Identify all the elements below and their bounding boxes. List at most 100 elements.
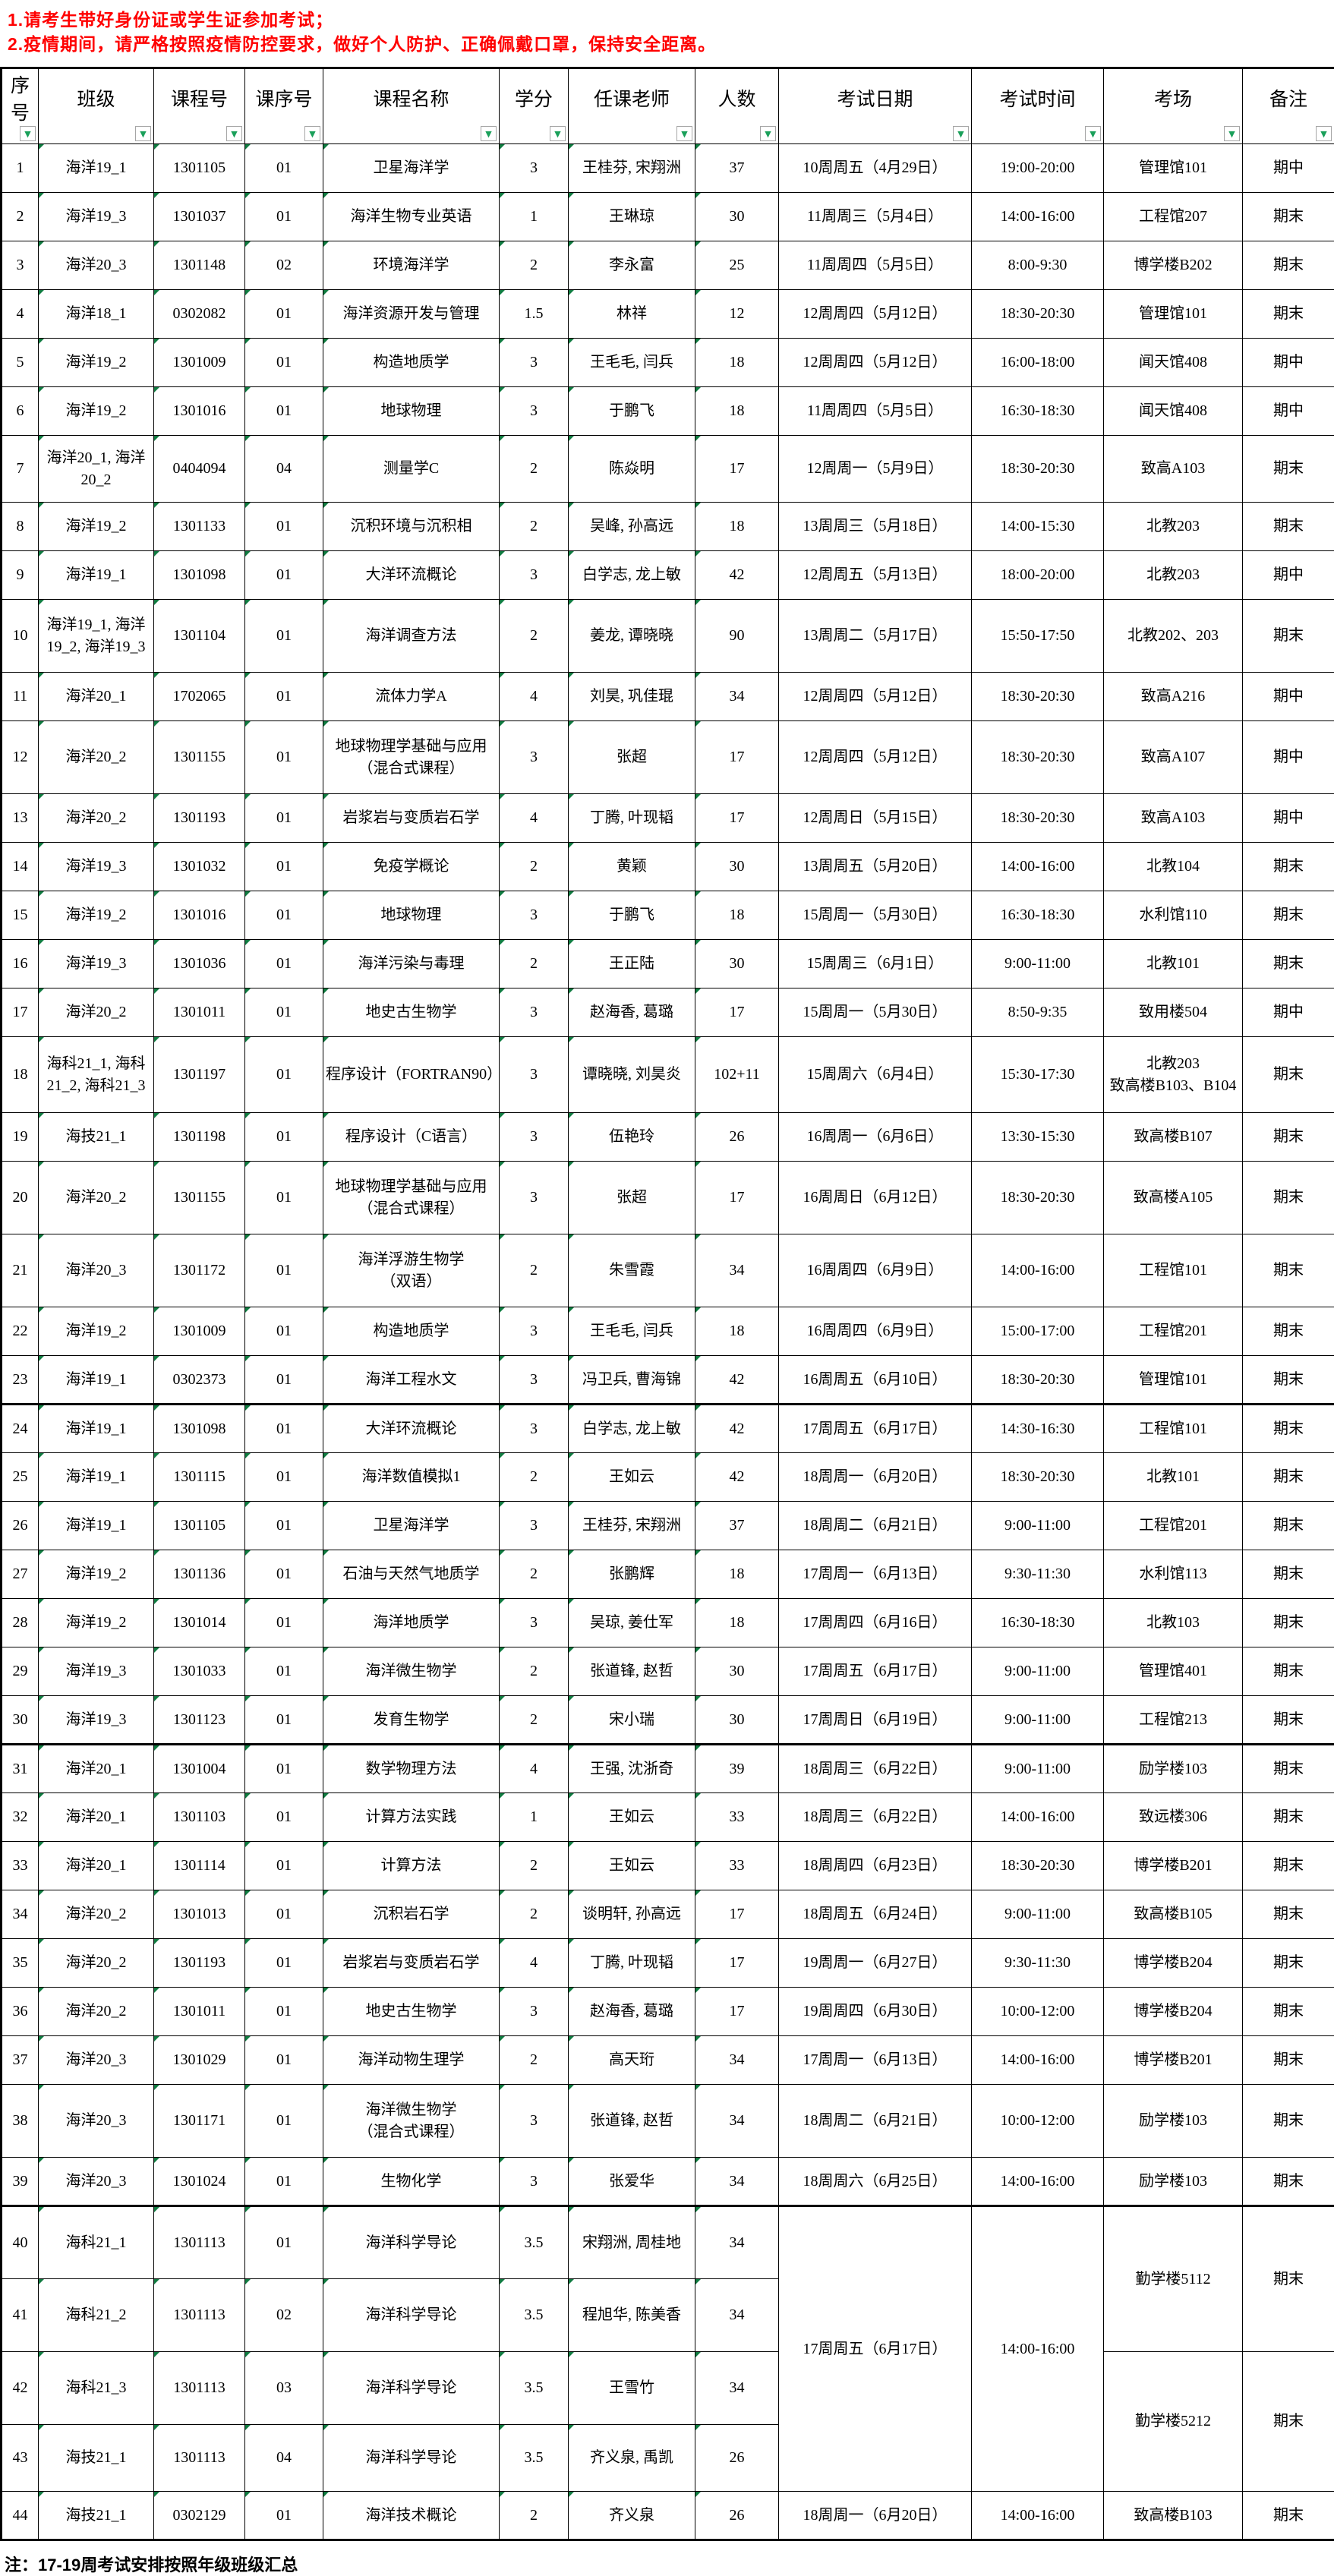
cell-r14-c1: 14 <box>2 843 39 891</box>
cell-r9-c2: 海洋19_1 <box>39 551 154 600</box>
cell-r2-c3: 1301037 <box>154 193 245 241</box>
cell-r32-c10: 14:00-16:00 <box>972 1793 1104 1842</box>
cell-r13-c8: 17 <box>695 794 779 843</box>
cell-r44-c7: 齐义泉 <box>569 2492 695 2540</box>
cell-r29-c12: 期末 <box>1243 1647 1334 1696</box>
column-header-12: 备注▼ <box>1243 68 1334 144</box>
cell-r29-c1: 29 <box>2 1647 39 1696</box>
cell-r34-c8: 17 <box>695 1890 779 1939</box>
cell-r42-c4: 03 <box>245 2352 323 2425</box>
cell-r37-c1: 37 <box>2 2036 39 2085</box>
cell-r14-c12: 期末 <box>1243 843 1334 891</box>
cell-r18-c3: 1301197 <box>154 1037 245 1113</box>
cell-r9-c3: 1301098 <box>154 551 245 600</box>
cell-r35-c9: 19周周一（6月27日） <box>779 1939 972 1988</box>
filter-button-5[interactable]: ▼ <box>481 126 497 141</box>
column-header-label: 序号 <box>11 76 30 124</box>
cell-r36-c6: 3 <box>500 1988 569 2036</box>
exam-schedule-table: 序号▼班级▼课程号▼课序号▼课程名称▼学分▼任课老师▼人数▼考试日期▼考试时间▼… <box>0 67 1334 2541</box>
filter-button-11[interactable]: ▼ <box>1224 126 1240 141</box>
cell-r12-c11: 致高A107 <box>1104 721 1243 794</box>
exam-notice-line-1: 1.请考生带好身份证或学生证参加考试； <box>8 8 1334 32</box>
cell-r28-c3: 1301014 <box>154 1599 245 1647</box>
cell-r29-c7: 张道锋, 赵哲 <box>569 1647 695 1696</box>
cell-r20-c9: 16周周日（6月12日） <box>779 1162 972 1234</box>
cell-r18-c4: 01 <box>245 1037 323 1113</box>
filter-button-9[interactable]: ▼ <box>953 126 969 141</box>
cell-r23-c3: 0302373 <box>154 1356 245 1405</box>
cell-r19-c6: 3 <box>500 1113 569 1162</box>
cell-r32-c5: 计算方法实践 <box>323 1793 500 1842</box>
cell-r29-c3: 1301033 <box>154 1647 245 1696</box>
cell-r31-c7: 王强, 沈浙奇 <box>569 1745 695 1793</box>
cell-r20-c11: 致高楼A105 <box>1104 1162 1243 1234</box>
filter-button-1[interactable]: ▼ <box>20 126 36 141</box>
cell-r10-c1: 10 <box>2 600 39 673</box>
cell-r30-c3: 1301123 <box>154 1696 245 1745</box>
cell-r39-c8: 34 <box>695 2158 779 2206</box>
filter-button-7[interactable]: ▼ <box>676 126 692 141</box>
cell-r2-c11: 工程馆207 <box>1104 193 1243 241</box>
filter-button-4[interactable]: ▼ <box>304 126 320 141</box>
cell-r5-c5: 构造地质学 <box>323 339 500 387</box>
filter-button-10[interactable]: ▼ <box>1085 126 1101 141</box>
cell-r23-c10: 18:30-20:30 <box>972 1356 1104 1405</box>
cell-r6-c2: 海洋19_2 <box>39 387 154 436</box>
cell-r18-c8: 102+11 <box>695 1037 779 1113</box>
cell-r5-c7: 王毛毛, 闫兵 <box>569 339 695 387</box>
cell-r34-c10: 9:00-11:00 <box>972 1890 1104 1939</box>
cell-r31-c12: 期末 <box>1243 1745 1334 1793</box>
cell-r15-c7: 于鹏飞 <box>569 891 695 940</box>
cell-r28-c12: 期末 <box>1243 1599 1334 1647</box>
column-header-9: 考试日期▼ <box>779 68 972 144</box>
cell-r8-c9: 13周周三（5月18日） <box>779 503 972 551</box>
filter-button-6[interactable]: ▼ <box>550 126 566 141</box>
cell-r3-c5: 环境海洋学 <box>323 241 500 290</box>
cell-r32-c12: 期末 <box>1243 1793 1334 1842</box>
cell-r28-c1: 28 <box>2 1599 39 1647</box>
filter-button-3[interactable]: ▼ <box>226 126 242 141</box>
cell-r9-c10: 18:00-20:00 <box>972 551 1104 600</box>
cell-r5-c2: 海洋19_2 <box>39 339 154 387</box>
cell-r11-c7: 刘昊, 巩佳琨 <box>569 673 695 721</box>
cell-r16-c6: 2 <box>500 940 569 988</box>
cell-r40-c5: 海洋科学导论 <box>323 2206 500 2279</box>
cell-r2-c12: 期末 <box>1243 193 1334 241</box>
cell-r21-c10: 14:00-16:00 <box>972 1234 1104 1307</box>
cell-r18-c7: 谭晓晓, 刘昊炎 <box>569 1037 695 1113</box>
cell-r38-c10: 10:00-12:00 <box>972 2085 1104 2158</box>
cell-r42-c8: 34 <box>695 2352 779 2425</box>
cell-r22-c8: 18 <box>695 1307 779 1356</box>
cell-r18-c10: 15:30-17:30 <box>972 1037 1104 1113</box>
cell-r23-c6: 3 <box>500 1356 569 1405</box>
cell-r25-c1: 25 <box>2 1453 39 1502</box>
cell-r5-c1: 5 <box>2 339 39 387</box>
cell-r44-c12: 期末 <box>1243 2492 1334 2540</box>
cell-r19-c9: 16周周一（6月6日） <box>779 1113 972 1162</box>
cell-r1-c12: 期中 <box>1243 144 1334 193</box>
cell-r6-c12: 期中 <box>1243 387 1334 436</box>
cell-r30-c12: 期末 <box>1243 1696 1334 1745</box>
cell-r2-c8: 30 <box>695 193 779 241</box>
cell-r6-c1: 6 <box>2 387 39 436</box>
cell-r20-c12: 期末 <box>1243 1162 1334 1234</box>
filter-button-12[interactable]: ▼ <box>1316 126 1332 141</box>
filter-button-2[interactable]: ▼ <box>135 126 151 141</box>
cell-r6-c8: 18 <box>695 387 779 436</box>
cell-r4-c3: 0302082 <box>154 290 245 339</box>
cell-r4-c1: 4 <box>2 290 39 339</box>
cell-r10-c5: 海洋调查方法 <box>323 600 500 673</box>
cell-r9-c8: 42 <box>695 551 779 600</box>
column-header-8: 人数▼ <box>695 68 779 144</box>
cell-r23-c5: 海洋工程水文 <box>323 1356 500 1405</box>
filter-button-8[interactable]: ▼ <box>760 126 776 141</box>
cell-r14-c4: 01 <box>245 843 323 891</box>
cell-r29-c2: 海洋19_3 <box>39 1647 154 1696</box>
cell-r9-c7: 白学志, 龙上敏 <box>569 551 695 600</box>
cell-r23-c7: 冯卫兵, 曹海锦 <box>569 1356 695 1405</box>
